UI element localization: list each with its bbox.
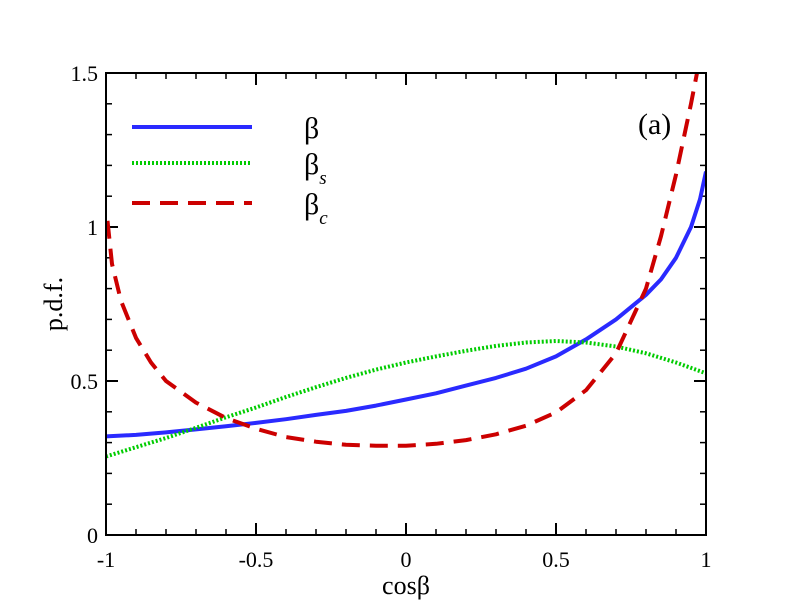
x-tick-label: -1 <box>97 547 115 572</box>
y-tick-label: 1 <box>87 215 98 240</box>
x-tick-label: 0.5 <box>542 547 570 572</box>
legend-subscript-3: c <box>319 208 328 229</box>
y-tick-label: 0.5 <box>71 369 99 394</box>
x-tick-label: 0 <box>401 547 412 572</box>
major-ticks <box>105 72 707 536</box>
series-line-3 <box>106 73 699 448</box>
series-line-1 <box>106 171 706 439</box>
y-tick-label: 0 <box>87 523 98 548</box>
legend-label-1: β <box>304 112 319 145</box>
legend-label-3: βc <box>304 188 328 229</box>
x-tick-label: -0.5 <box>239 547 274 572</box>
series-layer <box>106 73 706 459</box>
y-tick-labels: 0 0.5 1 1.5 <box>71 61 99 548</box>
plot-frame <box>105 72 707 536</box>
x-axis-label: cosβ <box>382 571 430 600</box>
panel-label: (a) <box>638 108 671 141</box>
legend-label-2: βs <box>304 148 327 189</box>
x-tick-label: 1 <box>701 547 712 572</box>
minor-ticks <box>105 72 707 536</box>
legend-subscript-2: s <box>319 168 326 189</box>
series-line-2 <box>106 339 706 459</box>
y-axis-label: p.d.f. <box>39 277 68 331</box>
x-tick-labels: -1 -0.5 0 0.5 1 <box>97 547 712 572</box>
y-tick-label: 1.5 <box>71 61 99 86</box>
